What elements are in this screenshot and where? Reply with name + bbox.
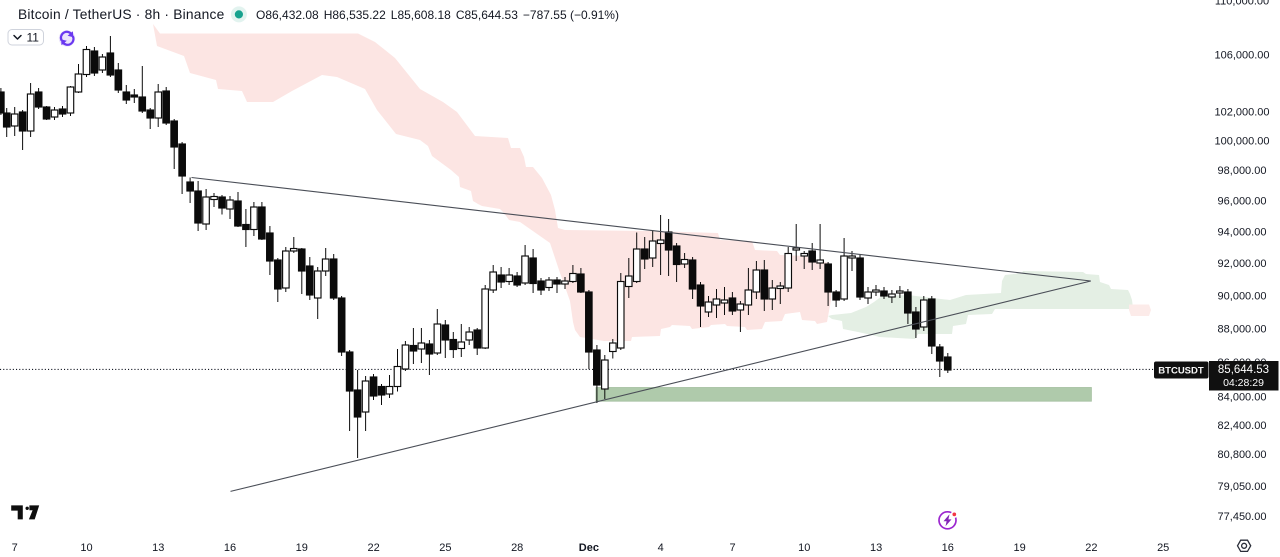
svg-text:7: 7 <box>12 542 18 554</box>
svg-text:106,000.00: 106,000.00 <box>1214 50 1269 62</box>
svg-text:25: 25 <box>1157 542 1169 554</box>
svg-text:88,000.00: 88,000.00 <box>1218 323 1267 335</box>
svg-text:13: 13 <box>152 542 164 554</box>
svg-text:10: 10 <box>80 542 92 554</box>
svg-text:102,000.00: 102,000.00 <box>1214 106 1269 118</box>
svg-text:110,000.00: 110,000.00 <box>1215 0 1269 7</box>
svg-text:22: 22 <box>367 542 379 554</box>
svg-text:96,000.00: 96,000.00 <box>1218 195 1267 207</box>
svg-text:16: 16 <box>224 542 236 554</box>
svg-text:04:28:29: 04:28:29 <box>1223 377 1264 389</box>
svg-text:82,400.00: 82,400.00 <box>1218 420 1267 432</box>
svg-text:25: 25 <box>439 542 451 554</box>
svg-text:11: 11 <box>27 31 40 45</box>
svg-text:7: 7 <box>729 542 735 554</box>
svg-text:16: 16 <box>942 542 954 554</box>
svg-text:13: 13 <box>870 542 882 554</box>
svg-text:4: 4 <box>658 542 664 554</box>
svg-text:22: 22 <box>1085 542 1097 554</box>
svg-text:80,800.00: 80,800.00 <box>1218 449 1267 461</box>
svg-text:85,644.53: 85,644.53 <box>1218 364 1269 376</box>
svg-text:Dec: Dec <box>579 542 599 554</box>
svg-text:100,000.00: 100,000.00 <box>1214 135 1269 147</box>
svg-text:BTCUSDT: BTCUSDT <box>1158 366 1204 377</box>
svg-text:77,450.00: 77,450.00 <box>1218 511 1267 523</box>
svg-text:19: 19 <box>1013 542 1025 554</box>
svg-text:19: 19 <box>296 542 308 554</box>
svg-text:28: 28 <box>511 542 523 554</box>
svg-text:84,000.00: 84,000.00 <box>1218 392 1267 404</box>
svg-text:90,000.00: 90,000.00 <box>1218 290 1267 302</box>
svg-text:10: 10 <box>798 542 810 554</box>
svg-text:79,050.00: 79,050.00 <box>1218 481 1267 493</box>
svg-text:92,000.00: 92,000.00 <box>1218 258 1267 270</box>
svg-text:98,000.00: 98,000.00 <box>1218 165 1267 177</box>
svg-text:Bitcoin / TetherUS · 8h · Bina: Bitcoin / TetherUS · 8h · Binance <box>18 7 225 22</box>
svg-text:94,000.00: 94,000.00 <box>1218 226 1267 238</box>
